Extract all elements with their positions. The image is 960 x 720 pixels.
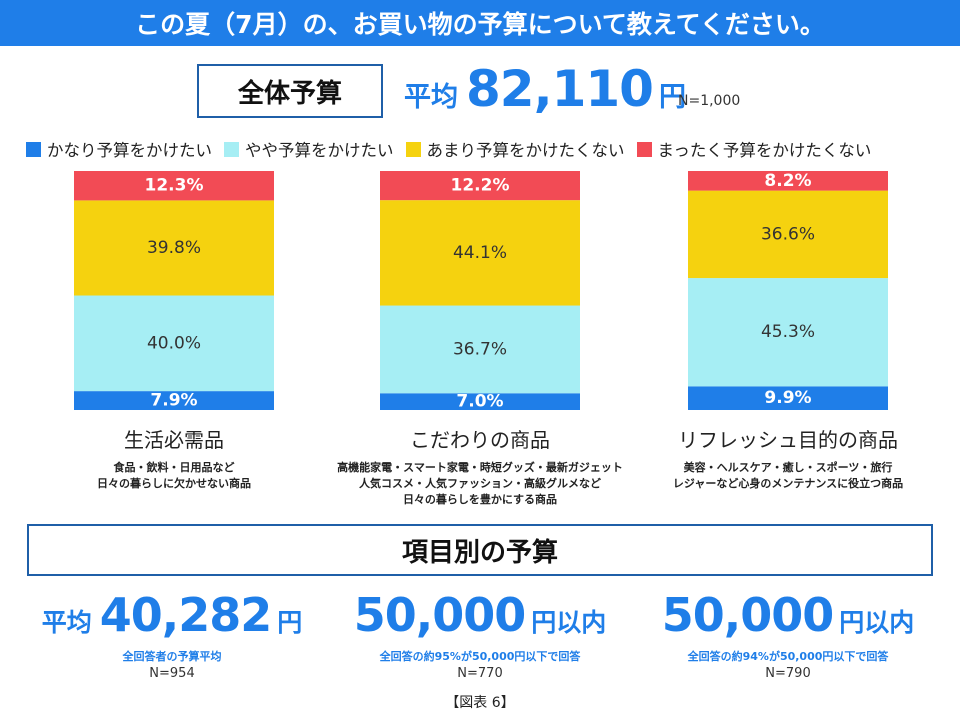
overall-budget-label: 全体予算 bbox=[237, 78, 342, 109]
category-desc-line: 日々の暮らしを豊かにする商品 bbox=[402, 493, 558, 506]
item-budget-section: 項目別の予算 bbox=[27, 524, 933, 576]
section-title: 項目別の予算 bbox=[401, 537, 558, 568]
chart-legend: かなり予算をかけたい やや予算をかけたい あまり予算をかけたくない まったく予算… bbox=[26, 138, 946, 160]
budget-suffix: 円以内 bbox=[531, 608, 607, 637]
legend-swatch bbox=[224, 141, 239, 157]
legend-item-somewhat: やや予算をかけたい bbox=[224, 137, 394, 161]
budget-suffix: 円以内 bbox=[839, 608, 915, 637]
category-title-premium: こだわりの商品 bbox=[410, 428, 550, 452]
bar-segment-somewhat bbox=[380, 305, 580, 394]
data-label-not-at-all: 12.2% bbox=[451, 176, 510, 196]
legend-swatch bbox=[405, 141, 421, 157]
legend-label: やや予算をかけたい bbox=[245, 141, 394, 160]
data-label-very: 7.9% bbox=[150, 391, 197, 411]
bar-segment-somewhat bbox=[688, 278, 888, 387]
category-desc-line: 人気コスメ・人気ファッション・高級グルメなど bbox=[359, 477, 601, 490]
category-desc-necessities: 食品・飲料・日用品など 日々の暮らしに欠かせない商品 bbox=[4, 460, 344, 492]
bar-necessities: 7.9% 40.0% 39.8% 12.3% bbox=[74, 171, 274, 411]
category-desc-line: 美容・ヘルスケア・癒し・スポーツ・旅行 bbox=[683, 461, 893, 474]
bar-segment-very bbox=[688, 386, 888, 410]
budget-sample-necessities: N=954 bbox=[149, 666, 195, 681]
budget-value: 40,282 bbox=[99, 588, 273, 642]
legend-item-very: かなり予算をかけたい bbox=[26, 137, 212, 161]
legend-label: かなり予算をかけたい bbox=[47, 141, 212, 160]
budget-sample-refresh: N=790 bbox=[765, 666, 811, 681]
data-label-not-at-all: 12.3% bbox=[145, 176, 204, 196]
category-desc-line: 日々の暮らしに欠かせない商品 bbox=[97, 477, 251, 490]
data-label-somewhat: 40.0% bbox=[147, 333, 201, 353]
overall-average-prefix: 平均 bbox=[404, 82, 458, 113]
bar-segment-not-at-all bbox=[380, 171, 580, 201]
bar-segment-very bbox=[380, 393, 580, 410]
bar-segment-not-at-all bbox=[688, 171, 888, 191]
figure-label: 【図表 6】 bbox=[445, 695, 515, 711]
bar-segment-very bbox=[74, 391, 274, 410]
budget-refresh: 50,000 円以内 bbox=[638, 588, 938, 642]
budget-note-necessities: 全回答者の予算平均 bbox=[122, 650, 222, 663]
bar-segment-not-much bbox=[688, 190, 888, 279]
overall-budget-box: 全体予算 bbox=[197, 64, 383, 118]
legend-label: あまり予算をかけたくない bbox=[426, 141, 625, 160]
data-label-somewhat: 45.3% bbox=[761, 322, 815, 342]
bar-premium: 7.0% 36.7% 44.1% 12.2% bbox=[380, 171, 580, 412]
data-label-somewhat: 36.7% bbox=[453, 339, 507, 359]
budget-necessities: 平均 40,282 円 bbox=[22, 588, 322, 642]
budget-value: 50,000 bbox=[661, 588, 835, 642]
page-title: この夏（7月）の、お買い物の予算について教えてください。 bbox=[135, 10, 825, 39]
data-label-not-much: 36.6% bbox=[761, 224, 815, 244]
overall-sample-size: N=1,000 bbox=[678, 93, 741, 109]
legend-item-not-much: あまり予算をかけたくない bbox=[405, 137, 625, 161]
legend-item-not-at-all: まったく予算をかけたくない bbox=[636, 137, 872, 161]
data-label-not-much: 39.8% bbox=[147, 238, 201, 258]
title-banner: この夏（7月）の、お買い物の予算について教えてください。 bbox=[0, 0, 960, 46]
budget-prefix: 平均 bbox=[41, 608, 92, 637]
bar-refresh: 9.9% 45.3% 36.6% 8.2% bbox=[688, 171, 888, 410]
category-desc-premium: 高機能家電・スマート家電・時短グッズ・最新ガジェット 人気コスメ・人気ファッショ… bbox=[310, 460, 650, 508]
category-desc-line: 食品・飲料・日用品など bbox=[113, 461, 235, 474]
budget-suffix: 円 bbox=[277, 608, 303, 637]
category-title-necessities: 生活必需品 bbox=[124, 428, 224, 452]
budget-value: 50,000 bbox=[353, 588, 527, 642]
legend-swatch bbox=[636, 141, 652, 157]
overall-average: 平均 82,110 円 bbox=[404, 60, 686, 124]
budget-sample-premium: N=770 bbox=[457, 666, 503, 681]
category-desc-line: レジャーなど心身のメンテナンスに役立つ商品 bbox=[672, 477, 904, 490]
category-title-refresh: リフレッシュ目的の商品 bbox=[678, 428, 898, 452]
bar-segment-not-at-all bbox=[74, 171, 274, 201]
data-label-very: 9.9% bbox=[764, 388, 811, 408]
category-desc-line: 高機能家電・スマート家電・時短グッズ・最新ガジェット bbox=[337, 461, 623, 474]
data-label-very: 7.0% bbox=[456, 392, 503, 412]
bar-segment-not-much bbox=[74, 200, 274, 296]
budget-premium: 50,000 円以内 bbox=[330, 588, 630, 642]
budget-note-refresh: 全回答の約94%が50,000円以下で回答 bbox=[687, 650, 889, 663]
bar-segment-somewhat bbox=[74, 295, 274, 392]
legend-swatch bbox=[26, 141, 41, 157]
overall-average-unit: 円 bbox=[658, 82, 686, 113]
legend-label: まったく予算をかけたくない bbox=[657, 141, 872, 160]
data-label-not-at-all: 8.2% bbox=[764, 171, 811, 191]
category-desc-refresh: 美容・ヘルスケア・癒し・スポーツ・旅行 レジャーなど心身のメンテナンスに役立つ商… bbox=[618, 460, 958, 492]
data-label-not-much: 44.1% bbox=[453, 243, 507, 263]
bar-segment-not-much bbox=[380, 200, 580, 306]
budget-note-premium: 全回答の約95%が50,000円以下で回答 bbox=[379, 650, 581, 663]
overall-average-value: 82,110 bbox=[466, 60, 654, 118]
